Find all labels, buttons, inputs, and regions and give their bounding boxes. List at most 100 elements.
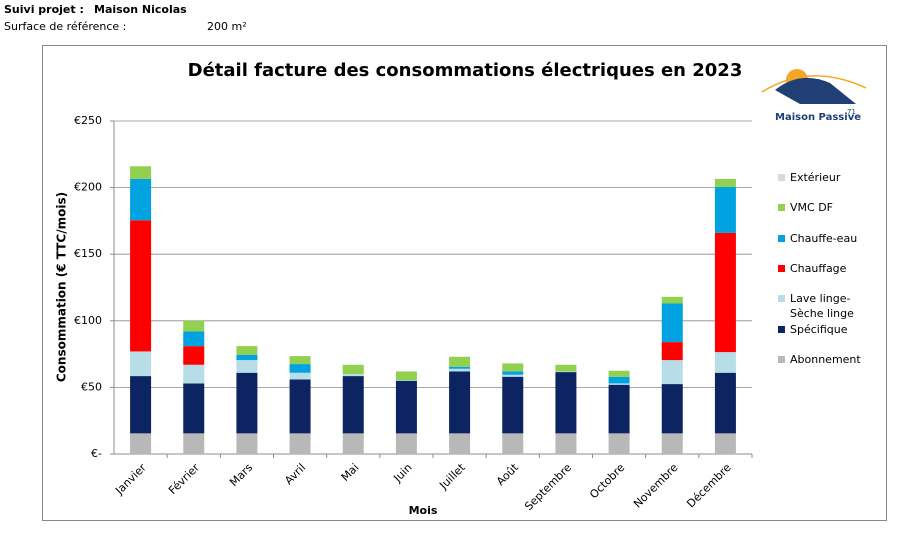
bar-segment bbox=[183, 364, 205, 384]
legend-swatch bbox=[778, 265, 785, 272]
bar-segment bbox=[130, 166, 152, 179]
bar-segment bbox=[289, 372, 311, 380]
bar-segment bbox=[449, 368, 471, 372]
chart-title: Détail facture des consommations électri… bbox=[188, 60, 743, 81]
bar-segment bbox=[395, 371, 417, 381]
bar-segment bbox=[236, 433, 258, 454]
bar-segment bbox=[130, 178, 152, 221]
bar-segment bbox=[236, 346, 258, 355]
legend-swatch bbox=[778, 235, 785, 242]
bar-segment bbox=[714, 232, 736, 353]
bar-segment bbox=[661, 384, 683, 434]
bar-segment bbox=[608, 370, 630, 377]
bar-segment bbox=[183, 433, 205, 454]
bar-segment bbox=[661, 342, 683, 361]
bar-segment bbox=[395, 380, 417, 434]
surface-value: 200 m² bbox=[207, 20, 247, 33]
bar-segment bbox=[289, 364, 311, 373]
bar-segment bbox=[449, 356, 471, 367]
bar-segment bbox=[130, 220, 152, 352]
bar-segment bbox=[342, 376, 364, 434]
bar-segment bbox=[502, 371, 524, 375]
legend-swatch bbox=[778, 204, 785, 211]
bar-segment bbox=[608, 383, 630, 385]
bar-segment bbox=[395, 380, 417, 381]
bar-segment bbox=[608, 376, 630, 384]
bar-segment bbox=[661, 360, 683, 385]
y-tick-label: €100 bbox=[74, 314, 102, 327]
bar-segment bbox=[714, 352, 736, 373]
y-tick-label: €200 bbox=[74, 181, 102, 194]
surface-label: Surface de référence : bbox=[4, 20, 127, 33]
bar-segment bbox=[130, 351, 152, 377]
y-tick-label: €- bbox=[91, 447, 102, 460]
bar-segment bbox=[289, 433, 311, 454]
bar-segment bbox=[502, 376, 524, 434]
bar-segment bbox=[449, 433, 471, 454]
legend-item: Chauffe-eau bbox=[778, 231, 878, 246]
bar-segment bbox=[289, 379, 311, 434]
bar-segment bbox=[661, 296, 683, 304]
bar-segment bbox=[661, 433, 683, 454]
bar-segment bbox=[502, 433, 524, 454]
legend-item: Chauffage bbox=[778, 261, 878, 276]
bar-segment bbox=[714, 433, 736, 454]
legend-item: Extérieur bbox=[778, 170, 878, 185]
legend-label: Abonnement bbox=[790, 353, 861, 366]
bar-segment bbox=[555, 371, 577, 373]
bar-segment bbox=[714, 186, 736, 233]
x-axis-label: Mois bbox=[409, 504, 438, 517]
legend-item: Spécifique bbox=[778, 322, 878, 337]
bar-segment bbox=[183, 331, 205, 347]
project-label: Suivi projet : bbox=[4, 3, 84, 16]
bar-segment bbox=[714, 372, 736, 434]
legend-swatch bbox=[778, 326, 785, 333]
legend-label: Extérieur bbox=[790, 171, 841, 184]
bar-segment bbox=[395, 433, 417, 454]
bar-segment bbox=[661, 303, 683, 343]
legend-label: Chauffe-eau bbox=[790, 232, 858, 245]
bar-segment bbox=[342, 433, 364, 454]
bar-segment bbox=[502, 363, 524, 372]
legend-item: Lave linge-Sèche linge bbox=[778, 291, 878, 321]
bar-segment bbox=[342, 374, 364, 377]
y-tick-label: €50 bbox=[81, 380, 102, 393]
legend-swatch bbox=[778, 356, 785, 363]
legend-label: Spécifique bbox=[790, 323, 848, 336]
legend-label: Lave linge-Sèche linge bbox=[790, 292, 854, 320]
bar-segment bbox=[608, 384, 630, 434]
legend-swatch bbox=[778, 295, 785, 302]
bar-segment bbox=[342, 364, 364, 375]
y-tick-label: €250 bbox=[74, 114, 102, 127]
bar-segment bbox=[449, 366, 471, 369]
bar-segment bbox=[555, 372, 577, 434]
logo-name: Maison Passive bbox=[775, 112, 861, 123]
bar-segment bbox=[714, 178, 736, 187]
bar-segment bbox=[236, 354, 258, 361]
legend-label: VMC DF bbox=[790, 201, 833, 214]
bar-segment bbox=[289, 356, 311, 365]
bar-segment bbox=[183, 320, 205, 332]
bar-segment bbox=[449, 371, 471, 434]
legend-label: Chauffage bbox=[790, 262, 847, 275]
legend-item: VMC DF bbox=[778, 200, 878, 215]
bar-segment bbox=[502, 374, 524, 377]
y-tick-label: €150 bbox=[74, 247, 102, 260]
bar-segment bbox=[130, 433, 152, 454]
logo: Maison Passive 71 bbox=[761, 69, 867, 123]
logo-number: 71 bbox=[847, 108, 856, 116]
bar-segment bbox=[183, 383, 205, 434]
logo-arc bbox=[761, 75, 867, 93]
bar-segment bbox=[130, 376, 152, 434]
legend-item: Abonnement bbox=[778, 352, 878, 367]
project-name: Maison Nicolas bbox=[94, 3, 187, 16]
y-axis-label: Consommation (€ TTC/mois) bbox=[55, 192, 69, 382]
bar-segment bbox=[555, 364, 577, 372]
legend-swatch bbox=[778, 174, 785, 181]
bar-segment bbox=[555, 433, 577, 454]
bar-segment bbox=[183, 346, 205, 365]
logo-roof bbox=[775, 77, 856, 104]
bar-segment bbox=[236, 372, 258, 434]
